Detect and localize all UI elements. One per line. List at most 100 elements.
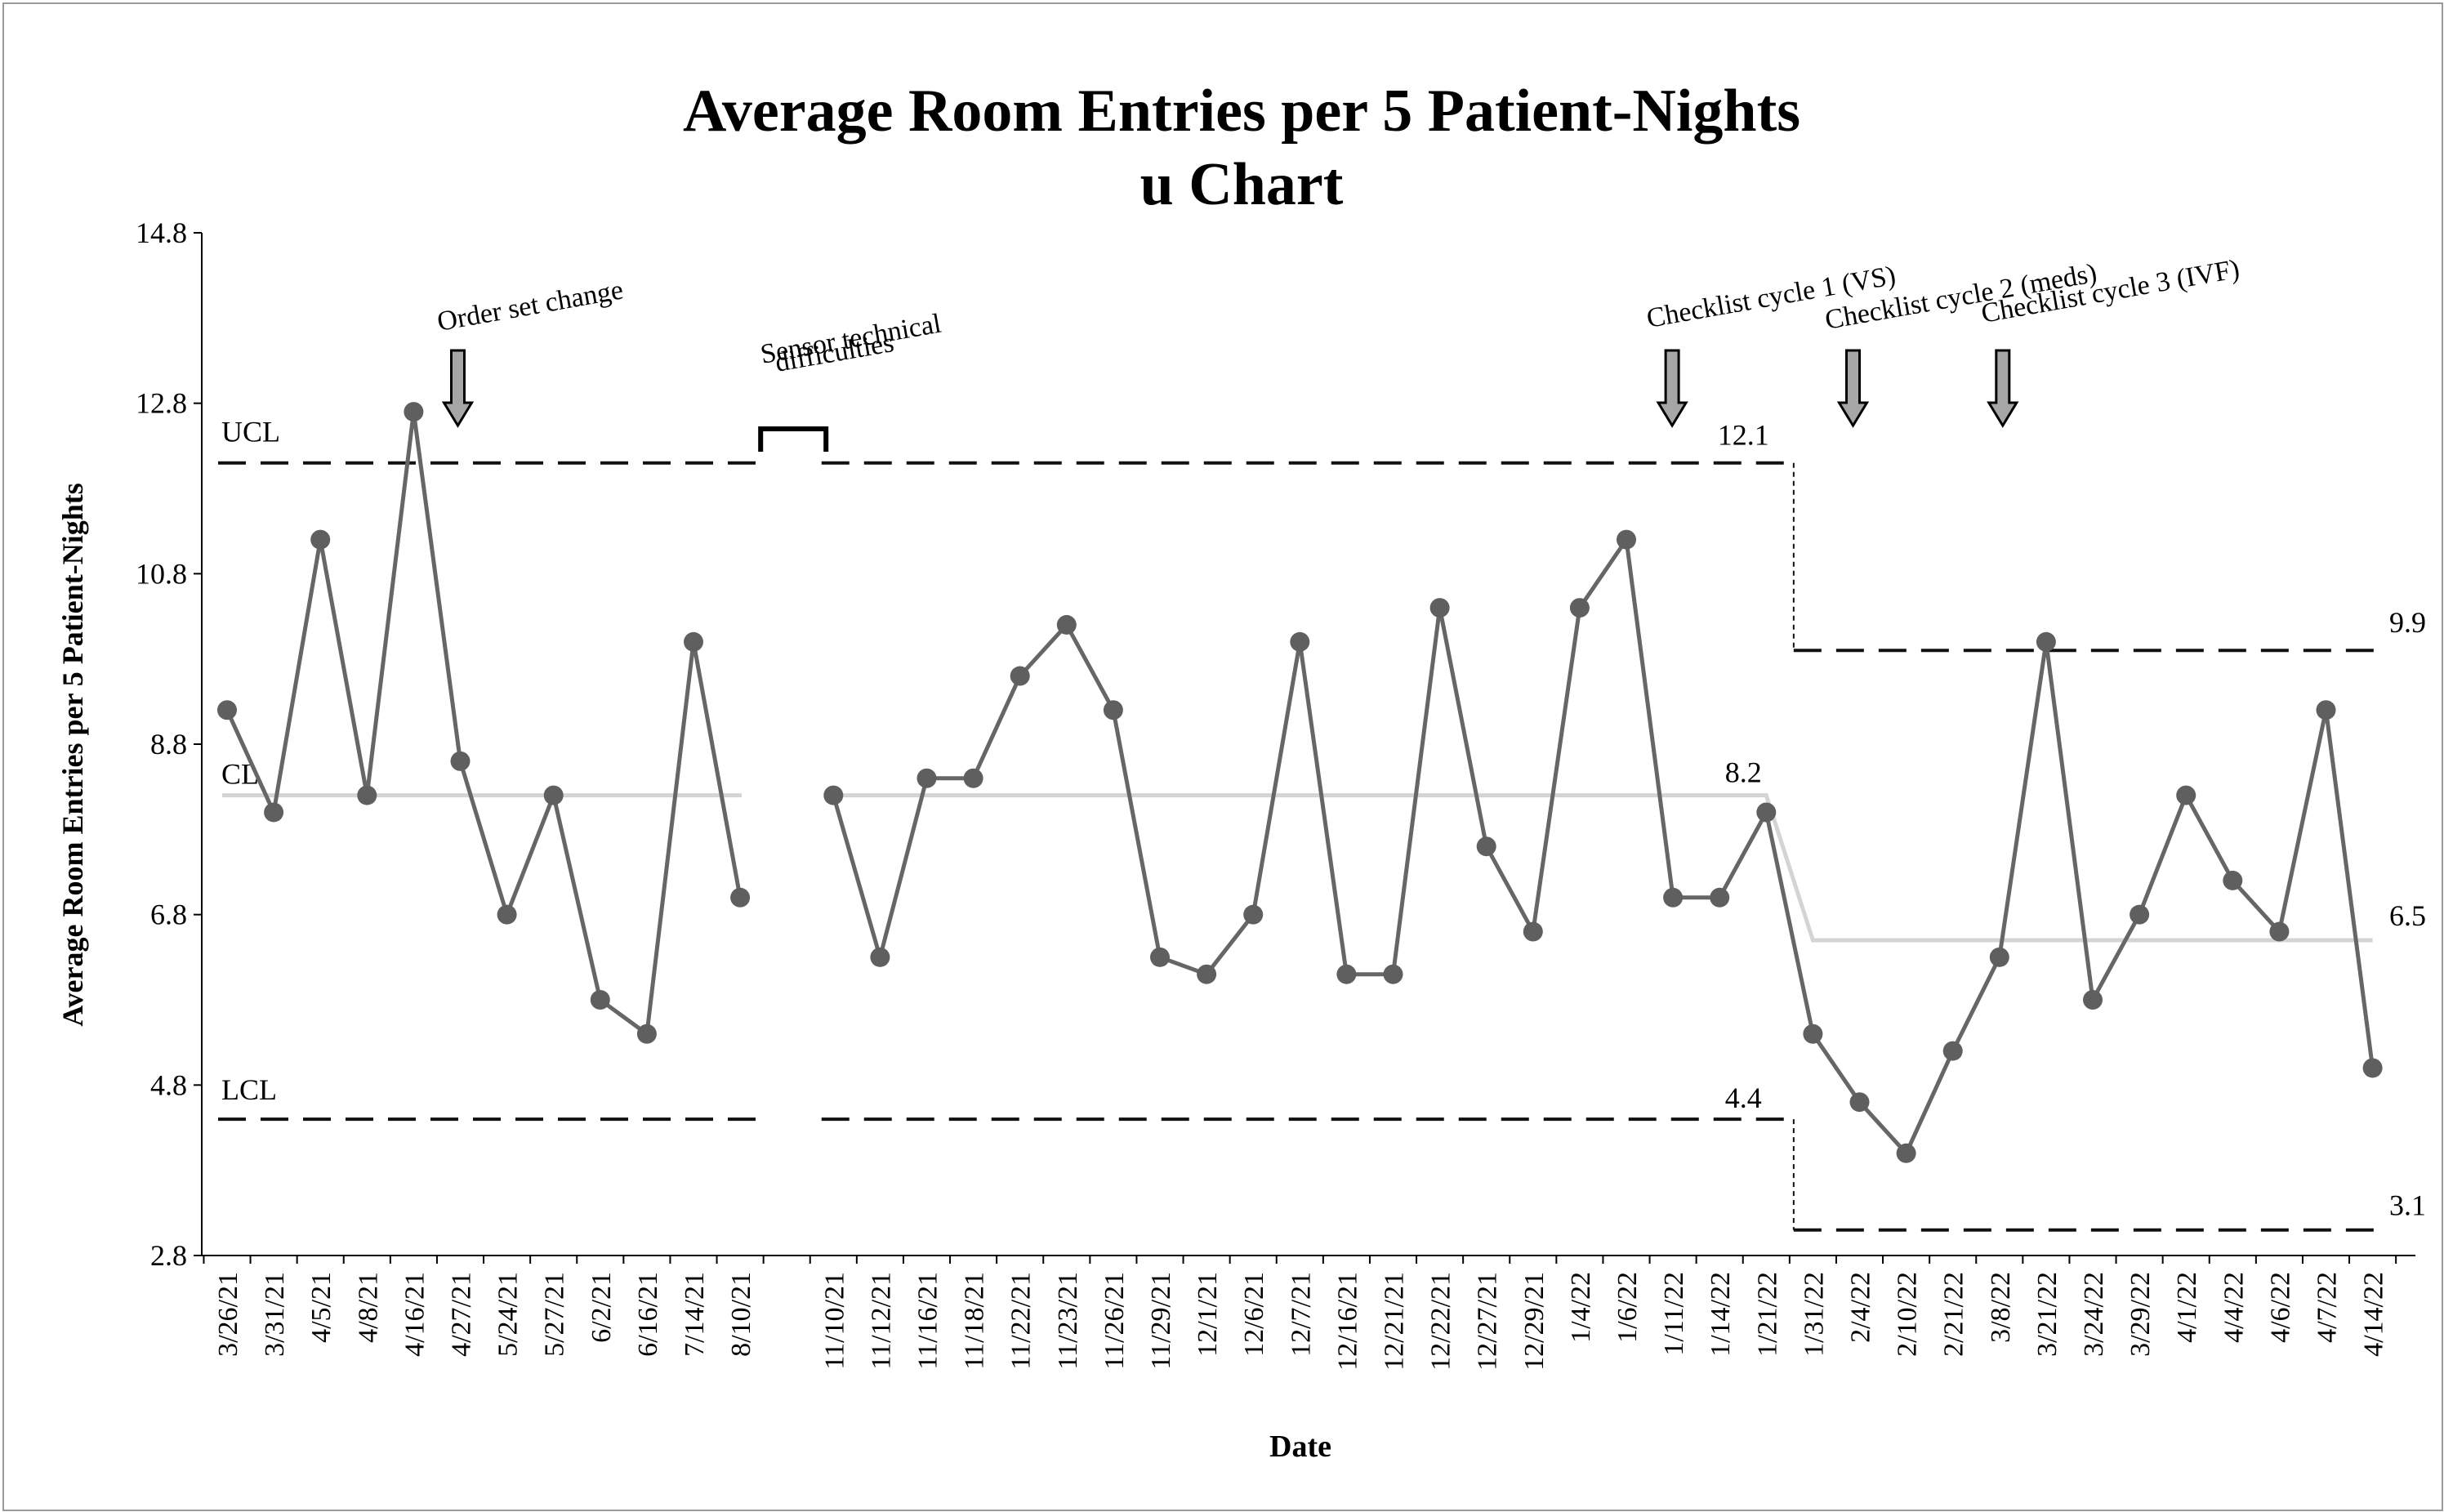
data-point bbox=[1010, 666, 1030, 686]
x-tick-label: 1/31/22 bbox=[1799, 1272, 1829, 1357]
data-point bbox=[404, 402, 424, 422]
x-tick-label: 4/5/21 bbox=[306, 1272, 337, 1343]
data-point bbox=[2036, 631, 2056, 652]
x-tick-label: 2/21/22 bbox=[1939, 1272, 1969, 1357]
data-point bbox=[1429, 598, 1450, 618]
data-point bbox=[1803, 1024, 1823, 1044]
data-point bbox=[2362, 1058, 2383, 1078]
x-tick-label: 4/8/21 bbox=[353, 1272, 383, 1343]
y-tick-label: 4.8 bbox=[150, 1068, 187, 1101]
data-point bbox=[2083, 990, 2103, 1010]
data-point bbox=[2269, 921, 2290, 942]
x-tick-label: 8/10/21 bbox=[726, 1272, 756, 1357]
ucl-value-label: 12.1 bbox=[1718, 419, 1769, 452]
x-tick-label: 6/16/21 bbox=[633, 1272, 663, 1357]
x-tick-label: 3/8/22 bbox=[1986, 1272, 2016, 1343]
data-point bbox=[1617, 529, 1636, 550]
x-tick-label: 11/12/21 bbox=[866, 1272, 896, 1370]
data-point bbox=[2176, 785, 2196, 805]
data-point bbox=[1756, 802, 1777, 823]
x-tick-label: 1/11/22 bbox=[1659, 1272, 1689, 1356]
data-point bbox=[1383, 964, 1403, 984]
lcl-value-label: 4.4 bbox=[1725, 1082, 1762, 1114]
lcl-phase2-value-label: 3.1 bbox=[2389, 1189, 2426, 1222]
data-point bbox=[1710, 887, 1730, 908]
chart-subtitle: u Chart bbox=[1140, 151, 1344, 218]
annotation-bracket bbox=[758, 426, 829, 452]
x-tick-label: 4/6/22 bbox=[2265, 1272, 2295, 1343]
data-point bbox=[1663, 887, 1684, 908]
x-tick-label: 4/1/22 bbox=[2172, 1272, 2202, 1343]
data-point bbox=[1942, 1041, 1963, 1061]
x-tick-label: 1/21/22 bbox=[1752, 1272, 1782, 1357]
data-point bbox=[1849, 1092, 1870, 1113]
data-point bbox=[823, 785, 844, 805]
x-tick-label: 11/10/21 bbox=[819, 1272, 850, 1370]
data-point bbox=[497, 904, 517, 925]
x-tick-label: 3/21/22 bbox=[2032, 1272, 2063, 1357]
data-point bbox=[636, 1024, 657, 1044]
x-tick-label: 4/14/22 bbox=[2359, 1272, 2389, 1357]
x-tick-label: 1/4/22 bbox=[1566, 1272, 1596, 1343]
y-tick-label: 2.8 bbox=[150, 1239, 187, 1272]
lcl-label: LCL bbox=[221, 1073, 277, 1106]
data-point bbox=[590, 990, 610, 1010]
y-axis-label: Average Room Entries per 5 Patient-Night… bbox=[56, 483, 89, 1027]
x-tick-label: 1/6/22 bbox=[1612, 1272, 1643, 1343]
data-point bbox=[963, 768, 983, 788]
x-tick-label: 12/22/21 bbox=[1426, 1272, 1456, 1371]
x-tick-label: 11/18/21 bbox=[960, 1272, 990, 1370]
data-point bbox=[264, 802, 284, 823]
data-point bbox=[1523, 921, 1543, 942]
x-tick-label: 2/4/22 bbox=[1846, 1272, 1876, 1343]
data-point bbox=[450, 751, 471, 771]
y-tick-label: 8.8 bbox=[150, 728, 187, 760]
data-point bbox=[1103, 700, 1123, 720]
data-line bbox=[225, 409, 743, 1037]
x-tick-label: 3/24/22 bbox=[2079, 1272, 2109, 1357]
x-tick-label: 12/16/21 bbox=[1332, 1272, 1362, 1371]
y-tick-label: 14.8 bbox=[136, 216, 187, 249]
data-point bbox=[1243, 904, 1264, 925]
center-line bbox=[833, 793, 2373, 943]
data-point bbox=[2223, 870, 2243, 890]
x-tick-label: 11/16/21 bbox=[913, 1272, 943, 1370]
data-point bbox=[916, 768, 937, 788]
x-tick-label: 12/27/21 bbox=[1473, 1272, 1503, 1371]
data-point bbox=[310, 529, 331, 550]
ucl-phase2-value-label: 9.9 bbox=[2389, 606, 2426, 639]
annotation-label: Order set change bbox=[435, 274, 625, 337]
annotation-arrow bbox=[1836, 349, 1870, 428]
x-tick-label: 3/29/22 bbox=[2125, 1272, 2156, 1357]
x-tick-label: 12/1/21 bbox=[1193, 1272, 1223, 1357]
x-tick-label: 4/7/22 bbox=[2312, 1272, 2343, 1343]
x-tick-label: 2/10/22 bbox=[1893, 1272, 1923, 1357]
x-tick-label: 11/29/21 bbox=[1146, 1272, 1176, 1370]
data-point bbox=[1896, 1143, 1916, 1163]
annotation-arrow bbox=[441, 349, 475, 428]
x-tick-label: 11/22/21 bbox=[1006, 1272, 1037, 1370]
x-tick-label: 7/14/21 bbox=[680, 1272, 710, 1357]
y-tick-label: 6.8 bbox=[150, 899, 187, 931]
y-tick-label: 12.8 bbox=[136, 387, 187, 420]
x-tick-label: 12/29/21 bbox=[1519, 1272, 1550, 1371]
data-point bbox=[2316, 700, 2336, 720]
data-point bbox=[2130, 904, 2150, 925]
x-tick-label: 12/7/21 bbox=[1286, 1272, 1316, 1357]
x-tick-label: 12/6/21 bbox=[1239, 1272, 1269, 1357]
data-point bbox=[1290, 631, 1310, 652]
x-tick-label: 5/24/21 bbox=[493, 1272, 524, 1357]
data-point bbox=[1989, 947, 2009, 967]
annotation-arrow bbox=[1987, 349, 2019, 428]
cl-phase2-value-label: 6.5 bbox=[2389, 899, 2426, 932]
data-point bbox=[217, 700, 237, 720]
data-point bbox=[357, 785, 377, 805]
cl-label: CL bbox=[221, 758, 259, 791]
data-point bbox=[684, 631, 703, 652]
data-point bbox=[1197, 964, 1217, 984]
annotation-arrow bbox=[1656, 349, 1688, 428]
data-point bbox=[1476, 836, 1496, 857]
data-point bbox=[543, 785, 564, 805]
y-tick-label: 10.8 bbox=[136, 557, 187, 590]
